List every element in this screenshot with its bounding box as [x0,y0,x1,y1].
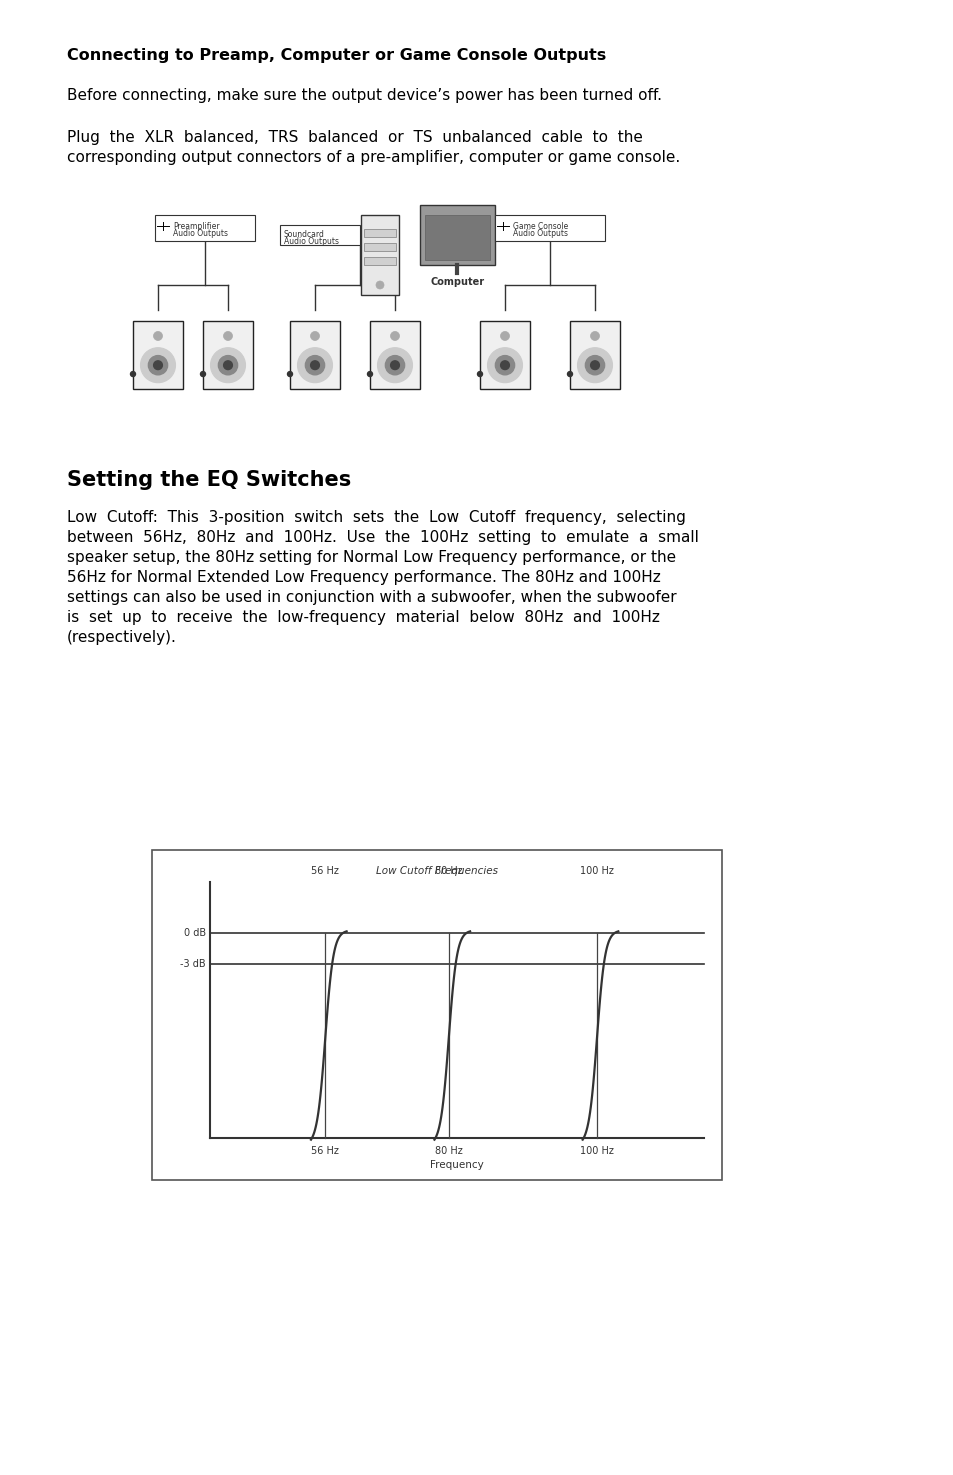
Bar [370,322,419,389]
Circle shape [495,355,514,375]
Bar [479,322,530,389]
Circle shape [487,348,522,382]
Text: Plug  the  XLR  balanced,  TRS  balanced  or  TS  unbalanced  cable  to  the: Plug the XLR balanced, TRS balanced or T… [67,130,642,145]
Circle shape [158,221,168,232]
Text: 56Hz for Normal Extended Low Frequency performance. The 80Hz and 100Hz: 56Hz for Normal Extended Low Frequency p… [67,569,660,586]
Text: speaker setup, the 80Hz setting for Normal Low Frequency performance, or the: speaker setup, the 80Hz setting for Norm… [67,550,676,565]
Text: Setting the EQ Switches: Setting the EQ Switches [67,471,351,490]
Text: 80 Hz: 80 Hz [435,1146,462,1156]
Text: Audio Outputs: Audio Outputs [513,229,567,237]
Bar [154,215,254,240]
Circle shape [367,372,372,376]
Bar [495,215,604,240]
Text: is  set  up  to  receive  the  low-frequency  material  below  80Hz  and  100Hz: is set up to receive the low-frequency m… [67,611,659,625]
Text: 56 Hz: 56 Hz [311,1146,339,1156]
Circle shape [375,282,384,289]
Text: Game Console: Game Console [513,223,568,232]
Text: Audio Outputs: Audio Outputs [172,229,228,237]
Text: Computer: Computer [430,277,484,288]
Bar [364,229,395,237]
Text: 56 Hz: 56 Hz [311,866,339,876]
Circle shape [131,372,135,376]
Bar [360,215,398,295]
Circle shape [500,332,509,341]
Text: 0 dB: 0 dB [184,928,206,938]
Circle shape [590,332,598,341]
Circle shape [390,361,399,370]
Bar [132,322,183,389]
Bar [569,322,619,389]
Text: (respectively).: (respectively). [67,630,176,645]
Bar [364,243,395,251]
Text: corresponding output connectors of a pre-amplifier, computer or game console.: corresponding output connectors of a pre… [67,150,679,165]
Circle shape [477,372,482,376]
Text: 100 Hz: 100 Hz [579,1146,614,1156]
Bar [152,850,721,1180]
Text: Soundcard: Soundcard [284,230,325,239]
Circle shape [590,361,598,370]
Text: settings can also be used in conjunction with a subwoofer, when the subwoofer: settings can also be used in conjunction… [67,590,676,605]
Circle shape [149,355,168,375]
Text: Before connecting, make sure the output device’s power has been turned off.: Before connecting, make sure the output … [67,88,661,103]
Circle shape [218,355,237,375]
Bar [419,205,495,266]
Circle shape [153,332,162,341]
Text: Audio Outputs: Audio Outputs [284,237,338,246]
Bar [290,322,339,389]
Text: Frequency: Frequency [430,1159,483,1170]
Text: Low Cutoff Frequencies: Low Cutoff Frequencies [375,866,497,876]
Text: Low  Cutoff:  This  3-position  switch  sets  the  Low  Cutoff  frequency,  sele: Low Cutoff: This 3-position switch sets … [67,510,685,525]
Circle shape [500,361,509,370]
Circle shape [577,348,612,382]
Text: Connecting to Preamp, Computer or Game Console Outputs: Connecting to Preamp, Computer or Game C… [67,49,605,63]
Circle shape [567,372,572,376]
Circle shape [585,355,604,375]
Text: Preamplifier: Preamplifier [172,223,219,232]
Bar [424,215,490,260]
Circle shape [223,332,233,341]
Circle shape [287,372,293,376]
Circle shape [223,361,233,370]
Circle shape [297,348,333,382]
Circle shape [311,361,319,370]
Circle shape [305,355,324,375]
Circle shape [200,372,205,376]
Text: between  56Hz,  80Hz  and  100Hz.  Use  the  100Hz  setting  to  emulate  a  sma: between 56Hz, 80Hz and 100Hz. Use the 10… [67,530,699,544]
Circle shape [211,348,245,382]
Circle shape [385,355,404,375]
Text: 100 Hz: 100 Hz [579,866,614,876]
Text: 80 Hz: 80 Hz [435,866,462,876]
Bar [280,226,359,245]
Circle shape [497,221,507,232]
Circle shape [377,348,412,382]
Bar [364,257,395,266]
Text: -3 dB: -3 dB [180,959,206,969]
Bar [203,322,253,389]
Circle shape [140,348,175,382]
Circle shape [153,361,162,370]
Circle shape [390,332,399,341]
Circle shape [310,332,319,341]
